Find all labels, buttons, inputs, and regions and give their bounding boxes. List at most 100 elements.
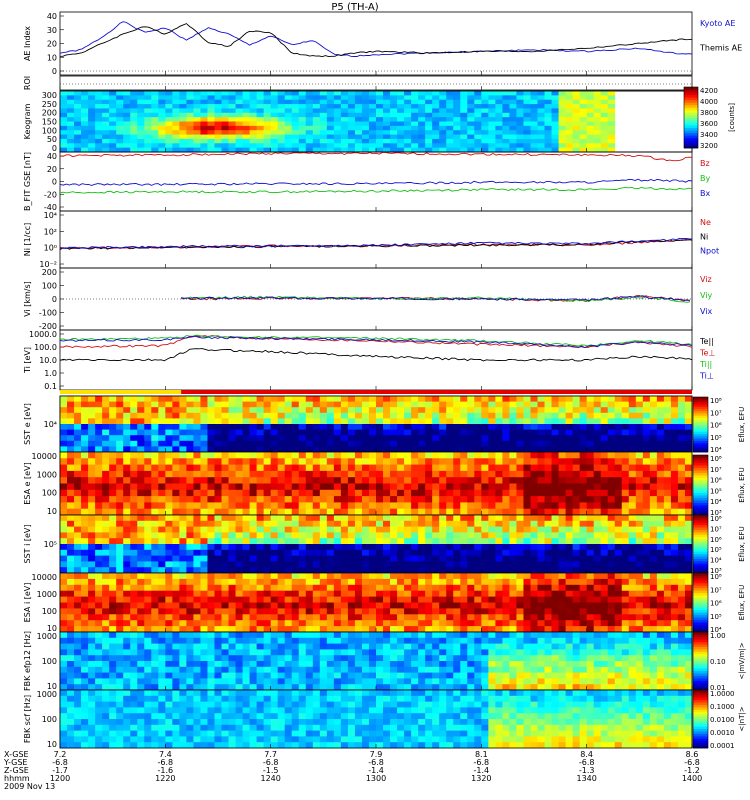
heatmap-cell bbox=[235, 464, 243, 472]
heatmap-cell bbox=[235, 407, 243, 414]
heatmap-cell bbox=[81, 104, 89, 109]
heatmap-cell bbox=[193, 117, 201, 122]
heatmap-cell bbox=[298, 477, 307, 484]
heatmap-cell bbox=[88, 440, 96, 447]
heatmap-cell bbox=[354, 489, 363, 497]
heatmap-cell bbox=[67, 549, 75, 556]
heatmap-cell bbox=[628, 573, 637, 580]
heatmap-cell bbox=[488, 626, 496, 633]
heatmap-cell bbox=[488, 508, 496, 516]
y-tick-label: 200 bbox=[42, 268, 57, 277]
heatmap-cell bbox=[186, 147, 194, 153]
heatmap-cell bbox=[151, 470, 159, 478]
heatmap-cell bbox=[319, 561, 328, 568]
heatmap-cell bbox=[102, 138, 110, 144]
heatmap-cell bbox=[572, 464, 581, 472]
heatmap-cell bbox=[488, 412, 496, 419]
heatmap-cell bbox=[130, 464, 138, 472]
heatmap-cell bbox=[74, 125, 82, 131]
heatmap-cell bbox=[60, 452, 68, 459]
heatmap-cell bbox=[109, 147, 117, 153]
heatmap-cell bbox=[109, 596, 117, 603]
heatmap-cell bbox=[397, 483, 405, 491]
heatmap-cell bbox=[193, 614, 201, 621]
heatmap-cell bbox=[516, 520, 524, 527]
heatmap-cell bbox=[312, 407, 321, 414]
heatmap-cell bbox=[263, 620, 272, 627]
colorbar-step bbox=[684, 142, 698, 146]
heatmap-cell bbox=[151, 435, 159, 442]
heatmap-cell bbox=[579, 520, 588, 527]
heatmap-cell bbox=[67, 532, 75, 539]
heatmap-cell bbox=[235, 578, 243, 586]
heatmap-cell bbox=[460, 515, 468, 522]
heatmap-cell bbox=[579, 424, 588, 430]
heatmap-cell bbox=[670, 578, 679, 586]
heatmap-cell bbox=[376, 95, 384, 101]
heatmap-cell bbox=[333, 412, 342, 419]
heatmap-cell bbox=[607, 99, 616, 105]
heatmap-cell bbox=[102, 424, 110, 430]
heatmap-cell bbox=[221, 95, 229, 101]
heatmap-cell bbox=[495, 561, 503, 568]
heatmap-cell bbox=[242, 549, 250, 556]
colorbar-step bbox=[684, 87, 698, 90]
heatmap-cell bbox=[221, 526, 229, 533]
heatmap-cell bbox=[67, 435, 75, 442]
heatmap-cell bbox=[551, 602, 559, 609]
heatmap-cell bbox=[235, 520, 243, 527]
heatmap-cell bbox=[453, 424, 461, 430]
colorbar-step bbox=[693, 517, 708, 521]
heatmap-cell bbox=[368, 470, 377, 478]
heatmap-cell bbox=[495, 489, 503, 497]
heatmap-cell bbox=[628, 561, 637, 568]
heatmap-cell bbox=[502, 108, 510, 114]
heatmap-cell bbox=[642, 424, 651, 430]
heatmap-cell bbox=[537, 584, 545, 592]
heatmap-cell bbox=[481, 626, 489, 633]
heatmap-cell bbox=[228, 489, 236, 497]
heatmap-cell bbox=[530, 108, 538, 114]
heatmap-cell bbox=[221, 464, 229, 472]
heatmap-cell bbox=[319, 555, 328, 562]
heatmap-cell bbox=[425, 134, 433, 140]
colorbar-step bbox=[693, 551, 708, 555]
heatmap-cell bbox=[663, 573, 672, 580]
heatmap-cell bbox=[361, 626, 370, 633]
heatmap-cell bbox=[446, 549, 454, 556]
heatmap-cell bbox=[151, 412, 159, 419]
heatmap-cell bbox=[200, 470, 208, 478]
heatmap-cell bbox=[207, 401, 215, 408]
heatmap-cell bbox=[158, 147, 166, 153]
heatmap-cell bbox=[109, 138, 117, 144]
heatmap-cell bbox=[614, 549, 623, 556]
heatmap-cell bbox=[137, 538, 145, 545]
heatmap-cell bbox=[544, 424, 552, 430]
heatmap-cell bbox=[165, 496, 173, 503]
colorbar-step bbox=[693, 534, 708, 538]
heatmap-cell bbox=[390, 578, 398, 586]
heatmap-cell bbox=[600, 143, 609, 149]
heatmap-cell bbox=[390, 108, 398, 114]
heatmap-cell bbox=[81, 418, 89, 425]
heatmap-cell bbox=[123, 424, 131, 430]
heatmap-cell bbox=[509, 584, 517, 592]
heatmap-cell bbox=[383, 515, 391, 522]
heatmap-cell bbox=[305, 424, 314, 430]
heatmap-cell bbox=[621, 578, 630, 586]
heatmap-cell bbox=[81, 626, 89, 633]
heatmap-cell bbox=[509, 424, 517, 430]
heatmap-cell bbox=[95, 99, 103, 105]
heatmap-cell bbox=[116, 452, 124, 459]
heatmap-cell bbox=[418, 496, 426, 503]
heatmap-cell bbox=[432, 108, 440, 114]
heatmap-cell bbox=[600, 108, 609, 114]
heatmap-cell bbox=[158, 602, 166, 609]
heatmap-cell bbox=[179, 418, 187, 425]
heatmap-cell bbox=[228, 584, 236, 592]
heatmap-cell bbox=[109, 134, 117, 140]
heatmap-cell bbox=[67, 401, 75, 408]
heatmap-cell bbox=[172, 130, 180, 135]
heatmap-cell bbox=[144, 435, 152, 442]
heatmap-cell bbox=[340, 489, 349, 497]
